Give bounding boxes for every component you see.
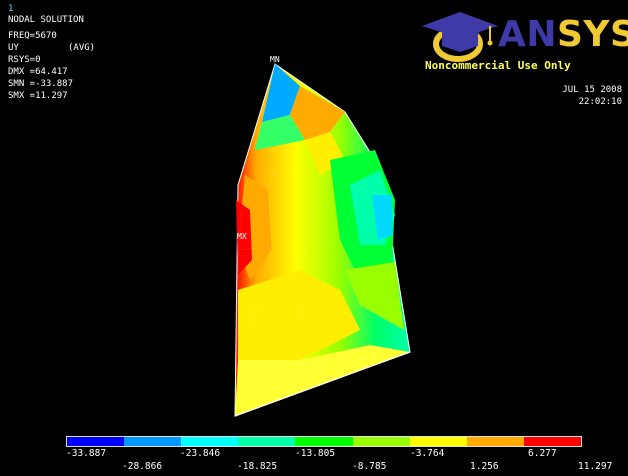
legend-color-segment [124, 437, 182, 446]
legend-color-segment [181, 437, 239, 446]
brand-wordmark: ANSYS [498, 14, 628, 55]
legend-label: 6.277 [528, 448, 557, 459]
component-text: UY [8, 43, 19, 53]
averaging-text: (AVG) [68, 43, 96, 53]
ansys-logo: ANSYS [420, 10, 628, 65]
plot-title: NODAL SOLUTION [8, 15, 84, 25]
component-row: UY (AVG) [8, 42, 95, 54]
legend-label: 11.297 [578, 461, 613, 472]
graduation-cap-icon [422, 12, 498, 62]
legend-label: -13.805 [295, 448, 336, 459]
legend-label: -33.887 [66, 448, 107, 459]
brand-part-sys: SYS [557, 14, 628, 55]
brand-part-an: AN [498, 14, 557, 55]
frequency-text: FREQ=5670 [8, 31, 57, 41]
solution-info: 1 NODAL SOLUTION FREQ=5670 UY (AVG) RSYS… [8, 4, 95, 102]
legend-color-segment [352, 437, 410, 446]
legend-label: -28.866 [122, 461, 163, 472]
smn-text: SMN =-33.887 [8, 79, 74, 89]
legend-label: -3.764 [410, 448, 445, 459]
contour-legend-labels: -33.887 -23.846 -13.805 -3.764 6.277 -28… [0, 448, 628, 476]
legend-color-segment [523, 437, 581, 446]
legend-label: -18.825 [237, 461, 278, 472]
legend-label: -23.846 [180, 448, 221, 459]
timestamp: JUL 15 2008 22:02:10 [562, 84, 622, 108]
legend-label: 1.256 [470, 461, 499, 472]
legend-color-segment [295, 437, 353, 446]
date-text: JUL 15 2008 [562, 85, 622, 95]
rsys-text: RSYS=0 [8, 55, 41, 65]
dmx-text: DMX =64.417 [8, 67, 68, 77]
min-marker-label: MN [270, 55, 280, 64]
legend-color-segment [466, 437, 524, 446]
smx-text: SMX =11.297 [8, 91, 68, 101]
legend-color-segment [238, 437, 296, 446]
max-marker-label: MX [237, 232, 247, 241]
contour-legend-bar [66, 436, 582, 447]
legend-color-segment [67, 437, 125, 446]
license-notice: Noncommercial Use Only [425, 59, 571, 72]
time-text: 22:02:10 [578, 97, 622, 107]
legend-label: -8.785 [352, 461, 387, 472]
window-number: 1 [8, 4, 14, 14]
legend-color-segment [409, 437, 467, 446]
